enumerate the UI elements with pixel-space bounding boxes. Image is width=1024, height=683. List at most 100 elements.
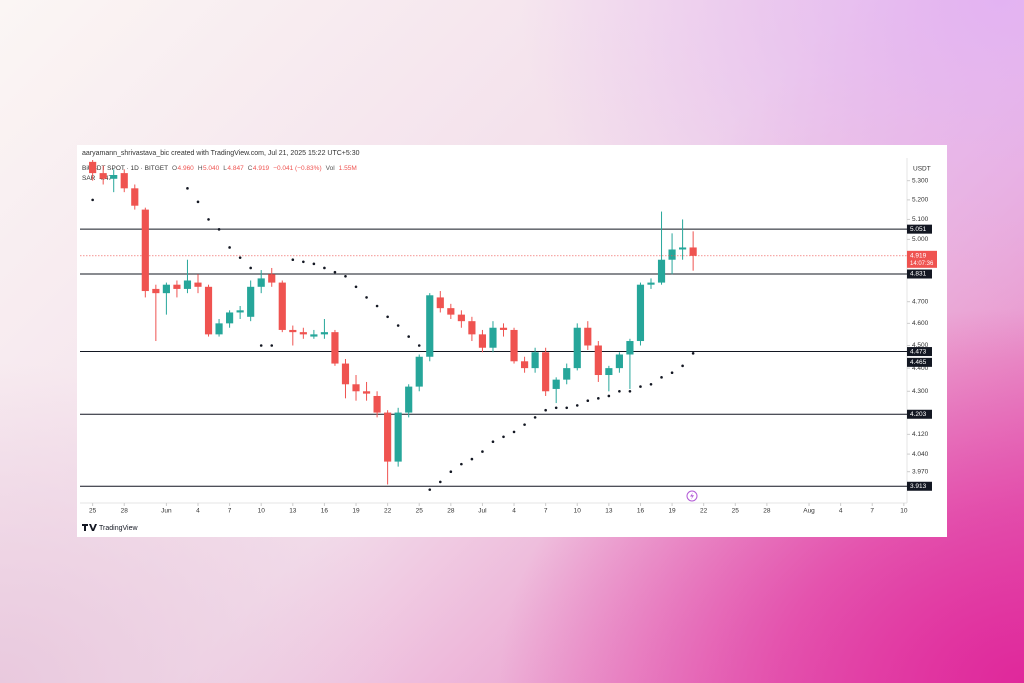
- x-tick-label: 7: [544, 508, 548, 515]
- sar-dot: [533, 416, 537, 419]
- candle-body: [605, 368, 613, 376]
- candle-body: [320, 332, 328, 335]
- candle-body: [679, 247, 687, 250]
- candle-body: [394, 412, 402, 462]
- legend-item: 4.960: [178, 165, 195, 172]
- x-tick-label: 28: [121, 508, 129, 515]
- sar-dot: [375, 304, 379, 308]
- level-label: 4.203: [910, 411, 927, 418]
- candle-body: [215, 323, 223, 335]
- candle-body: [415, 356, 423, 387]
- sar-dot: [481, 450, 484, 453]
- candle-body: [236, 310, 244, 313]
- legend-item: 1.55M: [339, 165, 357, 172]
- sar-dot: [302, 260, 305, 264]
- x-tick-label: 25: [732, 508, 740, 515]
- y-tick-label: 5.300: [912, 177, 929, 184]
- y-tick-label: 5.200: [912, 197, 929, 204]
- candle-body: [362, 391, 371, 394]
- candle-body: [499, 327, 508, 330]
- sar-dot: [670, 371, 674, 375]
- sar-dot: [491, 440, 495, 444]
- candle-body: [563, 368, 571, 380]
- y-tick-label: 4.300: [912, 388, 929, 395]
- candle-body: [89, 161, 97, 174]
- sar-dot: [270, 344, 274, 347]
- candle-body: [278, 282, 286, 330]
- candle-body: [468, 321, 476, 335]
- legend-line: BiUSDT SPOT · 1D · BITGET O4.960 H5.040 L4.…: [82, 165, 357, 172]
- candle-body: [384, 412, 392, 462]
- x-tick-label: 28: [447, 508, 455, 515]
- x-tick-label: 4: [512, 508, 516, 515]
- candle-body: [120, 173, 128, 189]
- x-tick-label: Aug: [803, 508, 815, 515]
- event-icon: [686, 490, 698, 502]
- candle-body: [299, 332, 307, 335]
- candle-body: [542, 352, 550, 392]
- x-tick-label: 7: [228, 508, 232, 515]
- tv-logo: TradingView: [82, 524, 138, 532]
- y-tick-label: 4.700: [912, 298, 929, 305]
- candle-body: [152, 288, 160, 294]
- y-tick-label: 5.100: [912, 216, 929, 223]
- candle-body: [457, 314, 465, 322]
- y-tick-label: 4.120: [912, 431, 929, 438]
- x-tick-label: 22: [700, 508, 708, 515]
- x-tick-label: 4: [196, 508, 200, 515]
- sar-dot: [502, 435, 505, 439]
- candle-body: [247, 286, 255, 317]
- sar-dot: [207, 218, 210, 221]
- sar-dot: [618, 389, 621, 393]
- legend-item: 4.847: [227, 165, 244, 172]
- indicator-item: SAR: [82, 175, 96, 182]
- sar-dot: [323, 266, 326, 270]
- x-tick-label: 19: [352, 508, 360, 515]
- level-label-bg: [907, 481, 932, 491]
- sar-dot: [460, 462, 463, 466]
- sar-label: 4.465: [910, 359, 927, 366]
- level-label-bg: [907, 224, 932, 234]
- sar-dot: [354, 285, 358, 289]
- candle-body: [510, 329, 518, 362]
- x-tick-label: 16: [637, 508, 645, 515]
- candle-body: [289, 329, 297, 333]
- candle-body: [594, 345, 602, 376]
- y-tick-label: 4.400: [912, 365, 929, 372]
- candle-body: [162, 284, 170, 294]
- sar-dot: [259, 344, 263, 347]
- candle-body: [131, 188, 139, 206]
- candle-body: [194, 282, 202, 287]
- sar-dot: [386, 315, 389, 319]
- candle-body: [310, 334, 318, 337]
- sar-dot: [249, 266, 252, 270]
- legend-item: 5.040: [203, 165, 220, 172]
- sar-dot: [196, 200, 200, 204]
- legend-symbol: BiUSDT SPOT · 1D · BITGET: [82, 165, 168, 172]
- sar-dot: [186, 187, 189, 190]
- level-label: 5.051: [910, 226, 927, 233]
- sar-dot: [649, 382, 653, 386]
- x-tick-label: 22: [384, 508, 392, 515]
- candle-body: [183, 280, 192, 289]
- sar-dot: [344, 275, 347, 278]
- sar-dot: [544, 408, 547, 412]
- candle-body: [626, 341, 634, 355]
- candle-body: [173, 284, 181, 289]
- sar-dot: [470, 457, 474, 461]
- candle-body: [341, 363, 350, 385]
- candle-body: [257, 278, 265, 287]
- sar-dot: [407, 335, 410, 338]
- author-line: aaryamann_shrivastava_bic created with T…: [82, 150, 360, 157]
- candle-body: [447, 308, 455, 315]
- sar-dot: [660, 376, 663, 379]
- y-tick-label: 5.000: [912, 236, 929, 243]
- legend-item: O: [172, 165, 177, 172]
- legend-item: H: [198, 165, 203, 172]
- candle-body: [99, 173, 107, 179]
- legend-item: Vol: [326, 165, 336, 172]
- level-label: 4.831: [910, 271, 927, 278]
- x-tick-label: 13: [289, 508, 297, 515]
- candle-body: [405, 386, 413, 413]
- x-tick-label: 16: [321, 508, 329, 515]
